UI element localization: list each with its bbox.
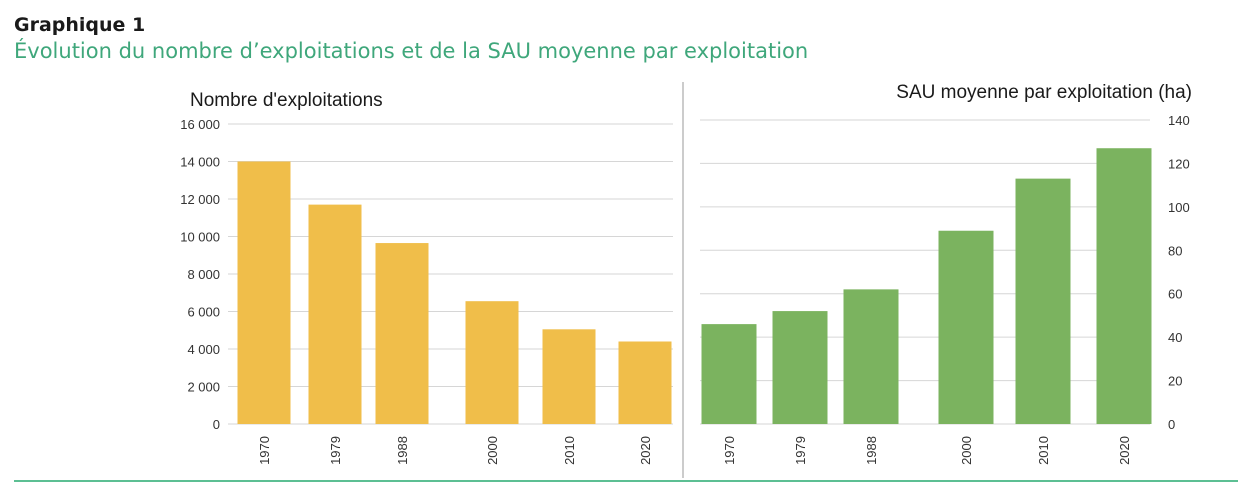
right-xtick-label: 1988 [864,436,879,465]
right-ytick-label: 100 [1168,200,1190,215]
left-ytick-label: 2 000 [187,380,220,395]
left-xtick-label: 1988 [395,436,410,465]
left-chart-title: Nombre d'exploitations [190,90,383,111]
right-xtick-label: 2000 [959,436,974,465]
right-bar-1988 [843,289,899,424]
right-xtick-label: 1979 [793,436,808,465]
left-ytick-label: 8 000 [187,267,220,282]
figure-caption: Graphique 1 Évolution du nombre d’exploi… [14,14,808,64]
left-bar-1970 [237,161,291,424]
left-bar-2020 [618,341,672,424]
figure-label: Graphique 1 [14,14,146,36]
left-bar-1988 [375,243,429,424]
left-xtick-label: 1979 [328,436,343,465]
left-ytick-label: 16 000 [180,117,220,132]
figure-title: Évolution du nombre d’exploitations et d… [14,39,809,63]
chart-right-sau: 0 20 40 60 80 100 120 140 1970 1979 1988 2000 2010 20… [700,82,1192,465]
right-chart-title: SAU moyenne par exploitation (ha) [896,82,1192,103]
right-ytick-label: 60 [1168,287,1182,302]
right-ytick-label: 140 [1168,113,1190,128]
left-bar-2000 [465,301,519,424]
left-ytick-label: 6 000 [187,305,220,320]
left-ytick-label: 10 000 [180,230,220,245]
left-ytick-label: 0 [213,417,220,432]
right-xtick-label: 1970 [722,436,737,465]
left-xtick-label: 2020 [638,436,653,465]
left-bar-2010 [542,329,596,424]
right-ytick-label: 80 [1168,243,1182,258]
left-xtick-label: 1970 [257,436,272,465]
right-ytick-label: 40 [1168,330,1182,345]
right-bar-2010 [1015,178,1071,424]
left-ytick-label: 14 000 [180,155,220,170]
right-ytick-label: 120 [1168,156,1190,171]
left-ytick-label: 4 000 [187,342,220,357]
right-ytick-label: 0 [1168,417,1175,432]
left-ytick-label: 12 000 [180,192,220,207]
right-bar-2020 [1096,148,1152,424]
right-xtick-label: 2010 [1036,436,1051,465]
right-bar-2000 [938,230,994,424]
right-xtick-label: 2020 [1117,436,1132,465]
chart-left-exploitations: 0 2 000 4 000 6 000 8 000 10 000 12 000 14 000 1… [180,90,673,465]
right-bar-1970 [701,324,757,424]
left-xtick-label: 2000 [485,436,500,465]
left-xtick-label: 2010 [562,436,577,465]
bottom-rule [14,480,1238,482]
left-bar-1979 [308,204,362,424]
right-ytick-label: 20 [1168,374,1182,389]
right-bar-1979 [772,311,828,424]
